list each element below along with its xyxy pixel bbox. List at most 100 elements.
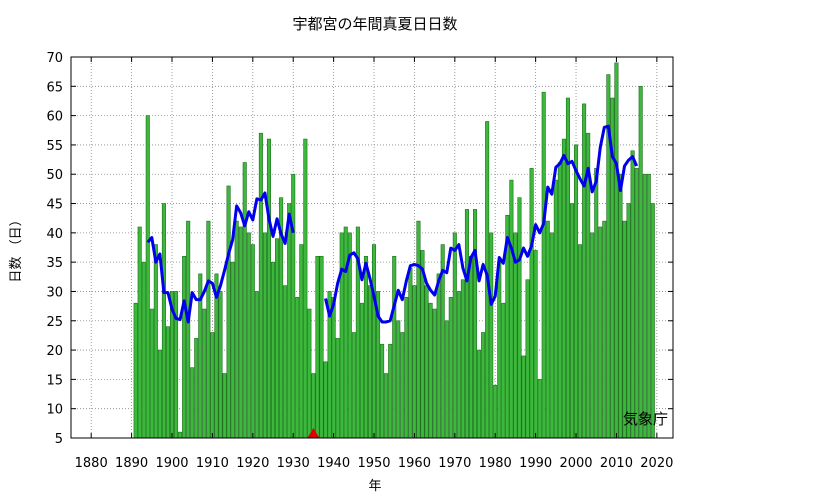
bar (335, 338, 340, 439)
x-axis-label: 年 (368, 479, 381, 494)
bar (404, 297, 409, 439)
bar (545, 220, 550, 439)
bar (590, 232, 595, 439)
bar (161, 203, 166, 439)
bar (363, 255, 368, 439)
y-tick-label: 15 (46, 373, 63, 388)
bar (424, 285, 429, 439)
y-axis-label: 日数 （日） (9, 213, 24, 282)
y-tick-label: 30 (46, 285, 63, 300)
bar (299, 244, 304, 439)
x-tick-label: 2010 (600, 456, 633, 471)
bar (137, 226, 142, 439)
bar (190, 367, 195, 439)
bar (307, 308, 312, 439)
bar (351, 332, 356, 439)
bar (521, 355, 526, 439)
bar (266, 138, 271, 439)
bar (565, 97, 570, 439)
bar (283, 285, 288, 439)
bar (392, 255, 397, 439)
bar (367, 285, 372, 439)
y-tick-label: 10 (46, 403, 63, 418)
bar (226, 185, 231, 439)
bar (210, 332, 215, 439)
bars (133, 62, 655, 439)
y-tick-label: 35 (46, 256, 63, 271)
bar (242, 162, 247, 439)
bar (537, 379, 542, 439)
bar (202, 308, 207, 439)
bar (295, 297, 300, 439)
y-tick-label: 70 (46, 51, 63, 66)
bar (428, 302, 433, 439)
bar (412, 285, 417, 439)
y-tick-label: 20 (46, 344, 63, 359)
bar (489, 232, 494, 439)
x-tick-label: 2000 (559, 456, 592, 471)
y-tick-label: 25 (46, 315, 63, 330)
bar (303, 138, 308, 439)
bar (234, 220, 239, 439)
x-tick-label: 1990 (519, 456, 552, 471)
y-tick-label: 65 (46, 80, 63, 95)
bar (582, 103, 587, 439)
bar (254, 291, 259, 439)
bar (574, 144, 579, 439)
marker-triangle (307, 428, 320, 438)
x-tick-label: 1920 (236, 456, 269, 471)
bar (262, 232, 267, 439)
bar (464, 209, 469, 439)
bar (258, 132, 263, 439)
y-tick-label: 50 (46, 168, 63, 183)
bar (602, 220, 607, 439)
bar (246, 232, 251, 439)
bar (473, 209, 478, 439)
bar (287, 203, 292, 439)
bar (238, 226, 243, 439)
x-tick-label: 1910 (196, 456, 229, 471)
y-axis: 5 10 15 20 25 30 35 40 45 50 55 60 65 70 (46, 51, 673, 447)
x-tick-label: 1930 (277, 456, 310, 471)
bar (432, 308, 437, 439)
bar (153, 244, 158, 439)
bar (630, 150, 635, 439)
bar (182, 255, 187, 439)
bar (448, 297, 453, 439)
bar (319, 255, 324, 439)
source-label: 気象庁 (623, 410, 668, 428)
bar (230, 261, 235, 439)
x-tick-label: 1890 (115, 456, 148, 471)
bar (618, 173, 623, 439)
x-axis: 1880 1890 1900 1910 1920 1930 1940 1950 1960 1970… (75, 57, 673, 471)
y-tick-label: 55 (46, 139, 63, 154)
bar (291, 173, 296, 439)
bar (339, 232, 344, 439)
moving-average-segment (146, 191, 295, 324)
bar (315, 255, 320, 439)
bar (614, 62, 619, 439)
bar (493, 384, 498, 439)
bar (477, 349, 482, 439)
y-tick-label: 60 (46, 110, 63, 125)
bar (594, 168, 599, 439)
y-tick-label: 40 (46, 227, 63, 242)
bar (359, 302, 364, 439)
marker-group (307, 428, 320, 438)
bar (194, 338, 199, 439)
bar (408, 267, 413, 439)
bar (642, 173, 647, 439)
bar (218, 291, 223, 439)
bar (529, 168, 534, 439)
bar (384, 373, 389, 439)
bar (149, 308, 154, 439)
bar (372, 244, 377, 439)
x-tick-label: 1880 (75, 456, 108, 471)
bar (569, 203, 575, 439)
bar (331, 297, 336, 439)
bar (533, 250, 538, 439)
bar (275, 238, 280, 439)
x-tick-label: 1950 (357, 456, 390, 471)
bar (250, 244, 255, 439)
